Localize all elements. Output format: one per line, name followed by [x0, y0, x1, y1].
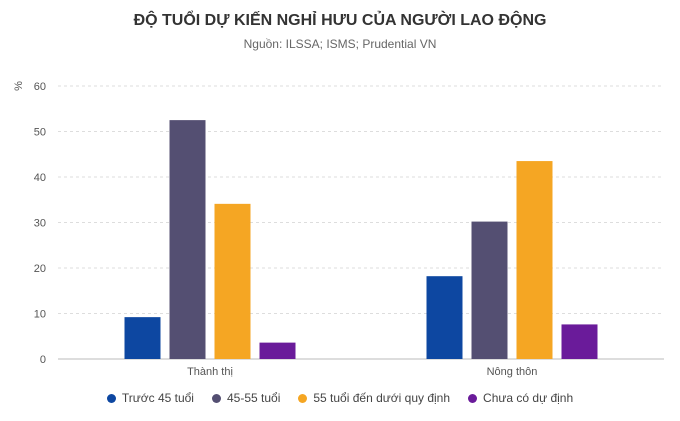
bar	[259, 342, 296, 359]
legend: Trước 45 tuổi 45-55 tuổi 55 tuổi đến dưới …	[0, 391, 680, 405]
legend-item: Chưa có dự định	[468, 391, 573, 405]
legend-label: 45-55 tuổi	[226, 391, 281, 405]
y-axis-label: %	[13, 81, 25, 91]
legend-label: 55 tuổi đến dưới quy định	[313, 391, 451, 405]
y-tick-label: 0	[40, 354, 46, 366]
chart-subtitle: Nguồn: ILSSA; ISMS; Prudential VN	[243, 37, 437, 51]
y-tick-label: 40	[34, 172, 46, 184]
bar	[426, 276, 463, 359]
bar	[561, 324, 598, 359]
x-tick-label: Nông thôn	[487, 366, 538, 378]
legend-item: Trước 45 tuổi	[106, 391, 194, 405]
chart-title: ĐỘ TUỔI DỰ KIẾN NGHỈ HƯU CỦA NGƯỜI LAO Đ…	[133, 12, 547, 29]
x-tick-label: Thành thị	[187, 366, 233, 378]
legend-item: 55 tuổi đến dưới quy định	[298, 391, 450, 405]
axis: 0 10 20 30 40 50 60% Thành thị Nông thôn	[13, 81, 537, 378]
legend-marker	[106, 393, 116, 403]
y-tick-label: 20	[34, 263, 46, 275]
y-tick-label: 50	[34, 127, 46, 139]
bar	[516, 161, 553, 359]
legend-marker	[211, 393, 221, 403]
bar	[214, 203, 251, 359]
y-tick-label: 30	[34, 218, 46, 230]
legend-label: Trước 45 tuổi	[121, 391, 194, 405]
bars	[124, 120, 598, 359]
legend-item: 45-55 tuổi	[211, 391, 281, 405]
bar	[169, 120, 206, 359]
bar	[124, 317, 161, 359]
legend-marker	[468, 393, 478, 403]
y-tick-label: 60	[34, 81, 46, 93]
bar	[471, 221, 508, 359]
legend-marker	[298, 393, 308, 403]
y-tick-label: 10	[34, 309, 46, 321]
legend-label: Chưa có dự định	[483, 391, 574, 405]
